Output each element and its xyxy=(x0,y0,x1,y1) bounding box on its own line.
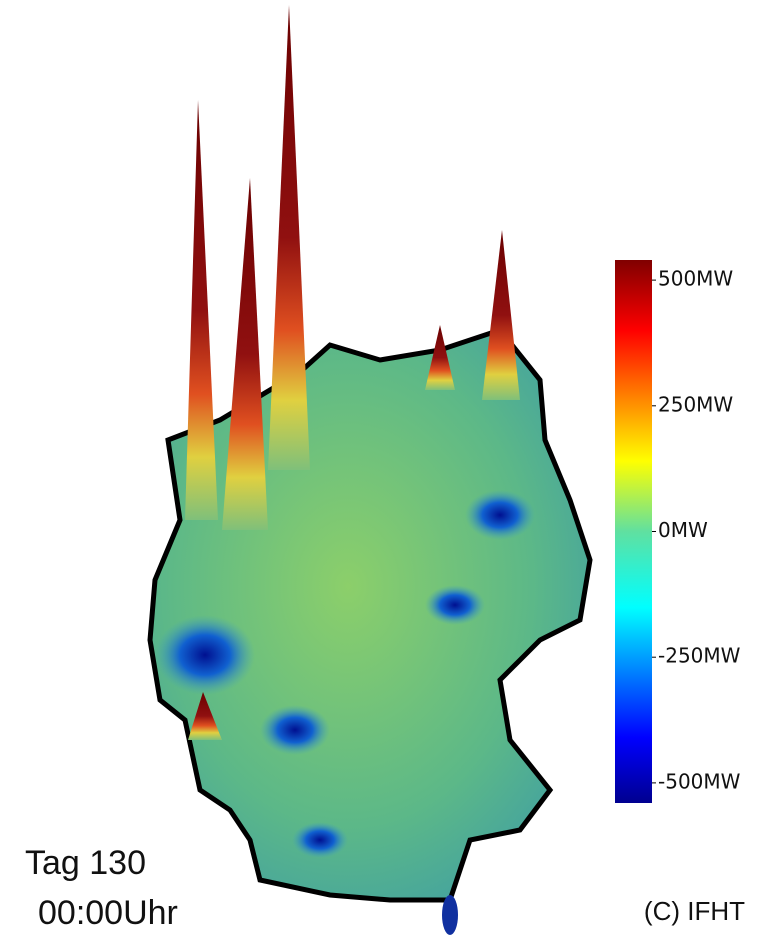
spike xyxy=(188,692,222,740)
dip xyxy=(155,615,255,695)
germany-outline xyxy=(147,327,593,903)
spike xyxy=(222,178,268,530)
spike xyxy=(482,230,520,400)
colorbar-label: -250MW xyxy=(658,644,741,668)
colorbar-label: 500MW xyxy=(658,267,733,291)
dip xyxy=(442,895,458,935)
spike xyxy=(268,5,310,470)
dip xyxy=(465,490,535,540)
time-label: 00:00Uhr xyxy=(38,894,178,932)
day-label: Tag 130 xyxy=(25,844,146,882)
spike xyxy=(425,325,455,390)
dip xyxy=(260,705,330,755)
copyright: (C) IFHT xyxy=(644,896,745,926)
dip xyxy=(425,585,485,625)
spike xyxy=(185,100,218,520)
colorbar-label: -500MW xyxy=(658,769,741,793)
colorbar-label: 250MW xyxy=(658,392,733,416)
colorbar-label: 0MW xyxy=(658,518,708,542)
dip xyxy=(292,822,348,858)
surface-map xyxy=(147,5,593,935)
colorbar xyxy=(615,260,652,803)
